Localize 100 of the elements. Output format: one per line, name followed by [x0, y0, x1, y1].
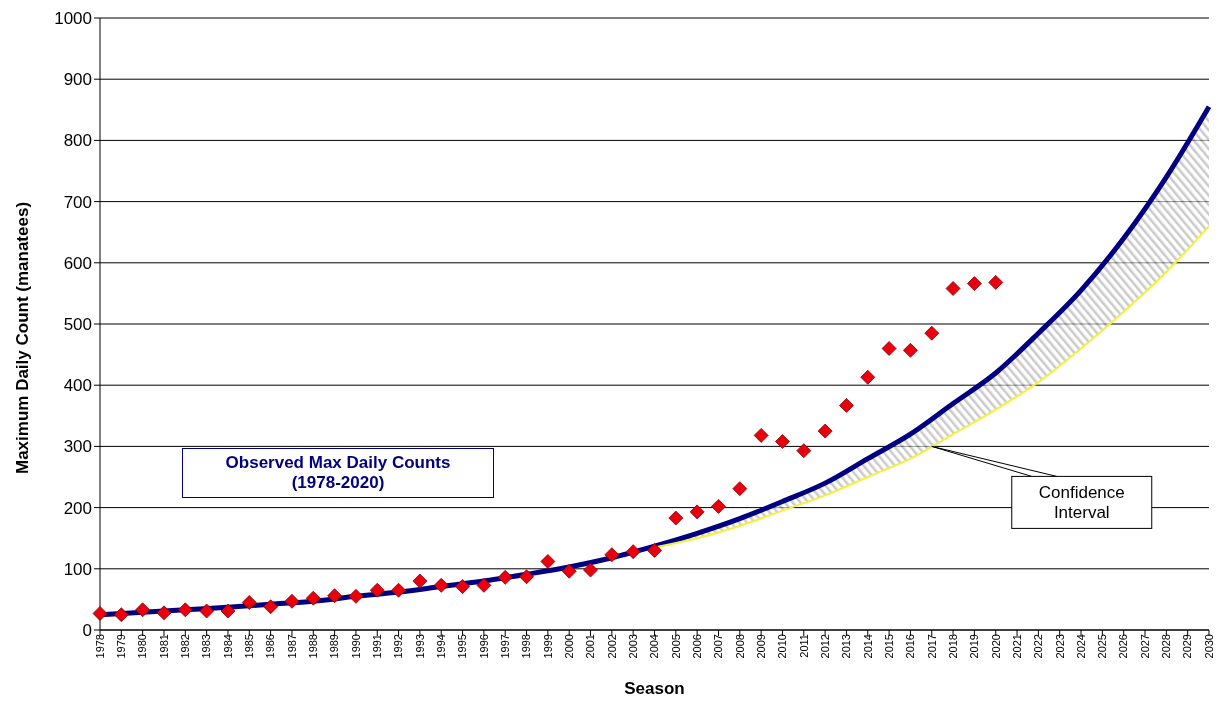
point — [796, 443, 812, 459]
x-tick-label: 1979 — [115, 634, 128, 659]
point — [199, 603, 215, 619]
x-tick-label: 2001 — [584, 634, 597, 659]
point — [881, 341, 897, 356]
point — [711, 498, 726, 514]
point — [561, 563, 577, 579]
point — [241, 595, 257, 610]
x-tick-label: 2027 — [1138, 634, 1151, 659]
x-tick-label: 1984 — [221, 634, 234, 659]
point — [412, 573, 428, 589]
x-tick-label: 2007 — [712, 634, 725, 659]
x-tick-label: 2022 — [1032, 634, 1045, 659]
point — [903, 342, 918, 358]
x-tick-label: 2024 — [1074, 634, 1087, 659]
x-tick-label: 1982 — [179, 634, 192, 659]
x-tick-label: 2021 — [1010, 634, 1023, 659]
y-tick-label: 1000 — [54, 9, 92, 29]
point — [455, 579, 470, 594]
point — [327, 588, 342, 604]
x-tick-label: 2013 — [840, 634, 853, 659]
note-box: Observed Max Daily Counts (1978-2020) — [182, 448, 494, 498]
x-tick-label: 2008 — [733, 634, 746, 659]
point — [263, 599, 279, 615]
x-tick-label: 1981 — [157, 634, 170, 659]
point — [391, 582, 406, 598]
x-tick-label: 1986 — [264, 634, 277, 659]
point — [988, 274, 1004, 290]
x-tick-label: 2014 — [861, 634, 874, 659]
x-tick-label: 2019 — [968, 634, 981, 659]
x-tick-label: 1993 — [413, 634, 426, 659]
x-tick-label: 2018 — [946, 634, 959, 659]
x-tick-label: 1983 — [200, 634, 213, 659]
point — [135, 602, 151, 618]
x-tick-label: 2030 — [1202, 634, 1215, 659]
x-tick-label: 1978 — [93, 634, 106, 659]
y-tick-label: 100 — [63, 559, 92, 579]
y-tick-label: 600 — [63, 253, 92, 273]
point — [967, 276, 982, 292]
point — [647, 543, 662, 558]
y-tick-label: 300 — [63, 437, 92, 457]
point — [860, 369, 876, 385]
point — [92, 606, 108, 621]
y-tick-label: 800 — [63, 131, 92, 151]
x-tick-label: 2005 — [669, 634, 682, 659]
x-tick-label: 2017 — [925, 634, 938, 659]
y-tick-label: 500 — [63, 315, 92, 335]
point — [284, 593, 300, 609]
x-tick-label: 1990 — [349, 634, 362, 659]
point — [924, 325, 940, 341]
point — [668, 510, 684, 526]
point — [817, 423, 833, 439]
x-tick-label: 2029 — [1181, 634, 1194, 659]
point — [625, 544, 641, 560]
x-tick-label: 2015 — [882, 634, 895, 659]
point — [369, 582, 385, 598]
x-tick-label: 1991 — [371, 634, 384, 659]
x-tick-label: 1997 — [499, 634, 512, 659]
x-tick-label: 2004 — [648, 634, 661, 659]
x-tick-label: 1985 — [243, 634, 256, 659]
point — [519, 569, 534, 585]
point — [177, 602, 193, 618]
point — [433, 577, 449, 593]
point — [113, 607, 129, 623]
y-tick-label: 0 — [82, 621, 92, 641]
annotation: Confidence Interval — [1038, 483, 1125, 523]
point — [583, 562, 598, 578]
x-tick-label: 2006 — [690, 634, 703, 659]
point — [604, 547, 620, 563]
y-tick-label: 400 — [63, 376, 92, 396]
x-tick-label: 1989 — [328, 634, 341, 659]
point — [753, 427, 769, 443]
x-tick-label: 2011 — [797, 634, 810, 658]
y-axis-title: Maximum Daily Count (manatees) — [13, 201, 33, 474]
x-tick-label: 1994 — [435, 634, 448, 659]
point — [220, 603, 236, 619]
x-tick-label: 2003 — [626, 634, 639, 659]
x-tick-label: 1999 — [541, 634, 554, 659]
x-tick-label: 1996 — [477, 634, 490, 659]
x-tick-label: 2016 — [904, 634, 917, 659]
point — [305, 590, 321, 606]
point — [476, 577, 492, 593]
point — [156, 605, 172, 621]
x-tick-label: 2025 — [1096, 634, 1109, 659]
point — [839, 398, 854, 413]
point — [732, 481, 748, 497]
point — [540, 554, 556, 569]
y-tick-label: 900 — [63, 70, 92, 90]
point — [689, 504, 705, 520]
x-tick-label: 1980 — [136, 634, 149, 659]
x-tick-label: 2026 — [1117, 634, 1130, 659]
x-tick-label: 2000 — [563, 634, 575, 659]
x-tick-label: 1988 — [307, 634, 320, 659]
point — [775, 434, 790, 449]
x-tick-label: 2020 — [989, 634, 1002, 659]
x-tick-label: 2012 — [818, 634, 831, 659]
x-tick-label: 1998 — [520, 634, 533, 659]
x-tick-label: 2009 — [754, 634, 767, 659]
point — [348, 588, 364, 604]
x-tick-label: 2002 — [605, 634, 618, 659]
